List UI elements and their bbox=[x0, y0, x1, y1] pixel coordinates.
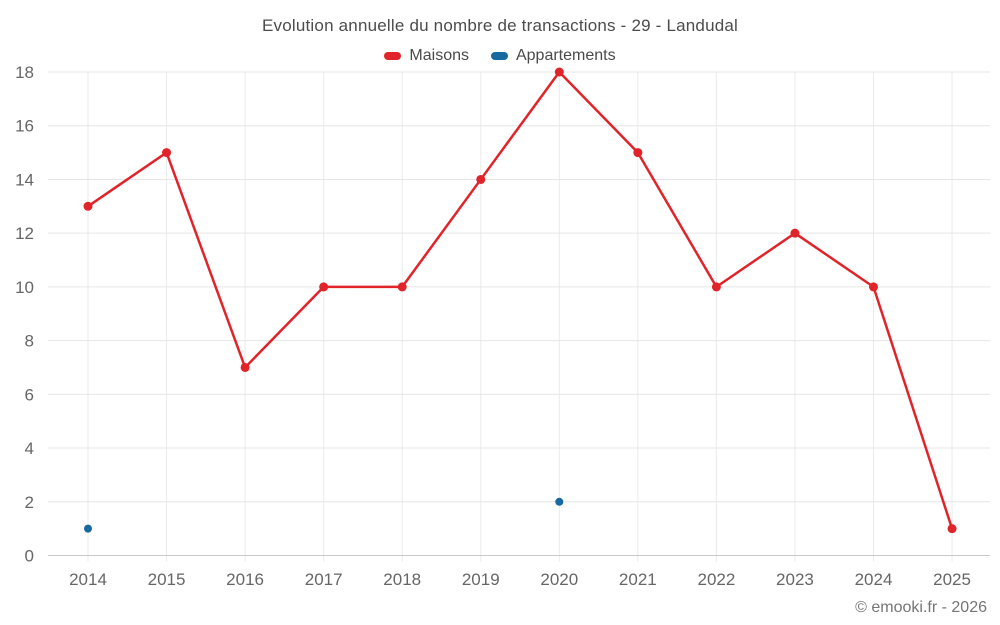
data-point-appartements-2014[interactable] bbox=[84, 524, 92, 533]
data-point-maisons-2014[interactable] bbox=[83, 201, 93, 211]
x-axis-label: 2023 bbox=[776, 570, 814, 589]
y-axis-label: 8 bbox=[25, 332, 34, 351]
y-axis-label: 16 bbox=[15, 117, 34, 136]
y-axis-label: 6 bbox=[25, 385, 34, 404]
data-point-maisons-2022[interactable] bbox=[711, 282, 721, 292]
legend: Maisons Appartements bbox=[0, 45, 1000, 67]
data-point-maisons-2023[interactable] bbox=[790, 228, 800, 238]
copyright-text: © emooki.fr - 2026 bbox=[855, 599, 987, 616]
data-point-maisons-2017[interactable] bbox=[319, 282, 329, 292]
y-axis-label: 10 bbox=[15, 278, 34, 297]
x-axis-label: 2016 bbox=[226, 570, 264, 589]
data-point-appartements-2020[interactable] bbox=[555, 497, 564, 506]
chart-title: Evolution annuelle du nombre de transact… bbox=[261, 16, 739, 35]
x-axis-label: 2014 bbox=[69, 570, 107, 589]
maisons-swatch-icon bbox=[384, 52, 402, 60]
legend-item-appartements[interactable]: Appartements bbox=[490, 47, 616, 65]
y-axis-label: 2 bbox=[25, 493, 34, 512]
x-axis-label: 2024 bbox=[855, 570, 893, 589]
data-point-maisons-2024[interactable] bbox=[869, 282, 878, 292]
x-axis-label: 2017 bbox=[305, 570, 343, 589]
appartements-swatch-icon bbox=[490, 52, 508, 60]
x-axis-label: 2018 bbox=[383, 570, 421, 589]
data-point-maisons-2018[interactable] bbox=[397, 282, 407, 292]
data-point-maisons-2019[interactable] bbox=[476, 174, 486, 184]
legend-item-maisons[interactable]: Maisons bbox=[384, 47, 469, 65]
data-point-maisons-2021[interactable] bbox=[633, 148, 643, 158]
y-axis-label: 0 bbox=[25, 547, 34, 566]
x-axis-label: 2022 bbox=[697, 570, 735, 589]
y-axis-label: 12 bbox=[15, 224, 34, 243]
data-point-maisons-2015[interactable] bbox=[162, 148, 172, 158]
legend-label-appartements: Appartements bbox=[515, 47, 616, 64]
data-point-maisons-2016[interactable] bbox=[240, 362, 250, 372]
data-point-maisons-2025[interactable] bbox=[947, 524, 957, 534]
x-axis-label: 2020 bbox=[540, 570, 578, 589]
y-axis-label: 14 bbox=[15, 170, 34, 189]
y-axis-label: 18 bbox=[15, 63, 34, 82]
x-axis-label: 2025 bbox=[933, 570, 971, 589]
x-axis-label: 2019 bbox=[462, 570, 500, 589]
x-axis-label: 2015 bbox=[148, 570, 186, 589]
series-line-maisons bbox=[86, 70, 954, 530]
data-point-maisons-2020[interactable] bbox=[554, 67, 564, 77]
x-axis-label: 2021 bbox=[619, 570, 657, 589]
y-axis-label: 4 bbox=[25, 439, 34, 458]
legend-label-maisons: Maisons bbox=[409, 47, 469, 64]
